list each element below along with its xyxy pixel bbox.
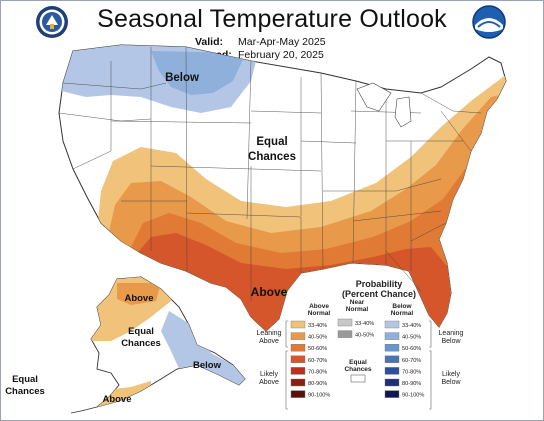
legend-above-swatch bbox=[290, 320, 306, 329]
legend-below-label: 60-70% bbox=[402, 358, 421, 364]
legend-below-swatch bbox=[384, 378, 400, 387]
legend-title-2: (Percent Chance) bbox=[342, 289, 416, 299]
legend-above-label: 40-50% bbox=[308, 335, 327, 341]
legend-above-swatch bbox=[290, 390, 306, 398]
legend-equal-swatch bbox=[350, 374, 366, 383]
below-normal-region-inner bbox=[151, 51, 246, 95]
label-ak-below: Below bbox=[193, 360, 222, 371]
legend-below-swatches: 33-40% 40-50% 50-60% 60-70% 70-80% 80-90% 90-1… bbox=[384, 320, 424, 399]
label-ak-equal-1: Equal bbox=[128, 326, 154, 337]
legend-equal-1: Equal bbox=[349, 359, 367, 366]
legend-below-swatch bbox=[384, 332, 400, 340]
legend-below-label: 50-60% bbox=[402, 346, 421, 352]
label-equal-1: Equal bbox=[256, 136, 287, 148]
legend-above-label: 80-90% bbox=[308, 381, 327, 387]
label-below-nw: Below bbox=[165, 72, 199, 84]
legend-below-label: 90-100% bbox=[402, 393, 424, 399]
label-ak-above-north: Above bbox=[124, 293, 153, 304]
legend-below-swatch bbox=[384, 390, 400, 398]
legend-above-swatch bbox=[290, 367, 306, 375]
legend-leaning-below-2: Below bbox=[441, 338, 461, 345]
noaa-logo-icon bbox=[472, 5, 506, 39]
legend-likely-below-1: Likely bbox=[442, 371, 460, 378]
legend-above-head-1: Above bbox=[309, 303, 329, 310]
legend-above-swatch bbox=[290, 355, 306, 363]
legend-above-label: 33-40% bbox=[308, 323, 327, 329]
legend-title-1: Probability bbox=[356, 279, 403, 289]
issued-value: February 20, 2025 bbox=[238, 49, 324, 61]
legend-below-swatch bbox=[384, 367, 400, 375]
label-ak-equal-2: Chances bbox=[121, 338, 161, 349]
legend-below-swatch bbox=[384, 344, 400, 352]
great-lakes-east bbox=[394, 96, 412, 128]
legend-likely-above-1: Likely bbox=[260, 371, 278, 378]
legend-near-head-1: Near bbox=[350, 299, 365, 306]
alaska-above-north-inner bbox=[117, 283, 161, 305]
page-title: Seasonal Temperature Outlook bbox=[97, 5, 447, 33]
commerce-seal-icon bbox=[36, 6, 68, 38]
legend-above-label: 50-60% bbox=[308, 346, 327, 352]
label-hi-equal-2: Chances bbox=[5, 386, 45, 397]
legend-below-head-1: Below bbox=[392, 303, 412, 310]
legend-above-head-2: Normal bbox=[308, 310, 331, 317]
state-borders bbox=[58, 46, 482, 301]
valid-line: Valid: Mar-Apr-May 2025 bbox=[195, 36, 326, 49]
alaska-below bbox=[161, 311, 245, 391]
legend-below-label: 80-90% bbox=[402, 381, 421, 387]
legend-above-swatch bbox=[290, 332, 306, 340]
legend-leaning-below-1: Leaning bbox=[439, 330, 464, 337]
legend-near-label: 40-50% bbox=[355, 333, 374, 339]
legend-likely-below-2: Below bbox=[441, 379, 461, 386]
legend-likely-above-2: Above bbox=[259, 379, 279, 386]
label-hi-equal-1: Equal bbox=[12, 374, 38, 385]
legend-above-label: 60-70% bbox=[308, 358, 327, 364]
legend-below-swatch bbox=[384, 355, 400, 363]
legend-equal-2: Chances bbox=[344, 366, 371, 373]
label-ak-above-south: Above bbox=[102, 394, 131, 405]
legend-below-swatch bbox=[384, 320, 400, 329]
legend-above-label: 90-100% bbox=[308, 393, 330, 399]
label-equal-2: Chances bbox=[248, 151, 296, 163]
legend-leaning-above-1: Leaning bbox=[257, 330, 282, 337]
great-lakes bbox=[356, 82, 392, 112]
legend-below-head-2: Normal bbox=[391, 310, 414, 317]
legend-below-label: 40-50% bbox=[402, 335, 421, 341]
legend-below-label: 70-80% bbox=[402, 369, 421, 375]
valid-value: Mar-Apr-May 2025 bbox=[238, 36, 326, 48]
legend: Probability (Percent Chance) Above Norma… bbox=[257, 279, 464, 410]
legend-above-label: 70-80% bbox=[308, 369, 327, 375]
legend-below-label: 33-40% bbox=[402, 323, 421, 329]
valid-label: Valid: bbox=[195, 36, 224, 48]
label-above-main: Above bbox=[251, 285, 288, 299]
legend-near-label: 33-40% bbox=[355, 321, 374, 327]
legend-above-swatch bbox=[290, 344, 306, 352]
legend-leaning-above-2: Above bbox=[259, 338, 279, 345]
legend-above-swatches: 33-40% 40-50% 50-60% 60-70% 70-80% 80-90% 90-1… bbox=[290, 320, 330, 399]
above-normal-50-60 bbox=[61, 101, 506, 331]
legend-near-swatches: 33-40% 40-50% bbox=[337, 318, 374, 339]
legend-near-head-2: Normal bbox=[346, 306, 369, 313]
legend-near-swatch bbox=[337, 318, 353, 327]
legend-above-swatch bbox=[290, 378, 306, 387]
legend-near-swatch bbox=[337, 330, 353, 338]
dates-block: Valid:Mar-Apr-May 2025 Issued:February 2… bbox=[195, 36, 326, 62]
